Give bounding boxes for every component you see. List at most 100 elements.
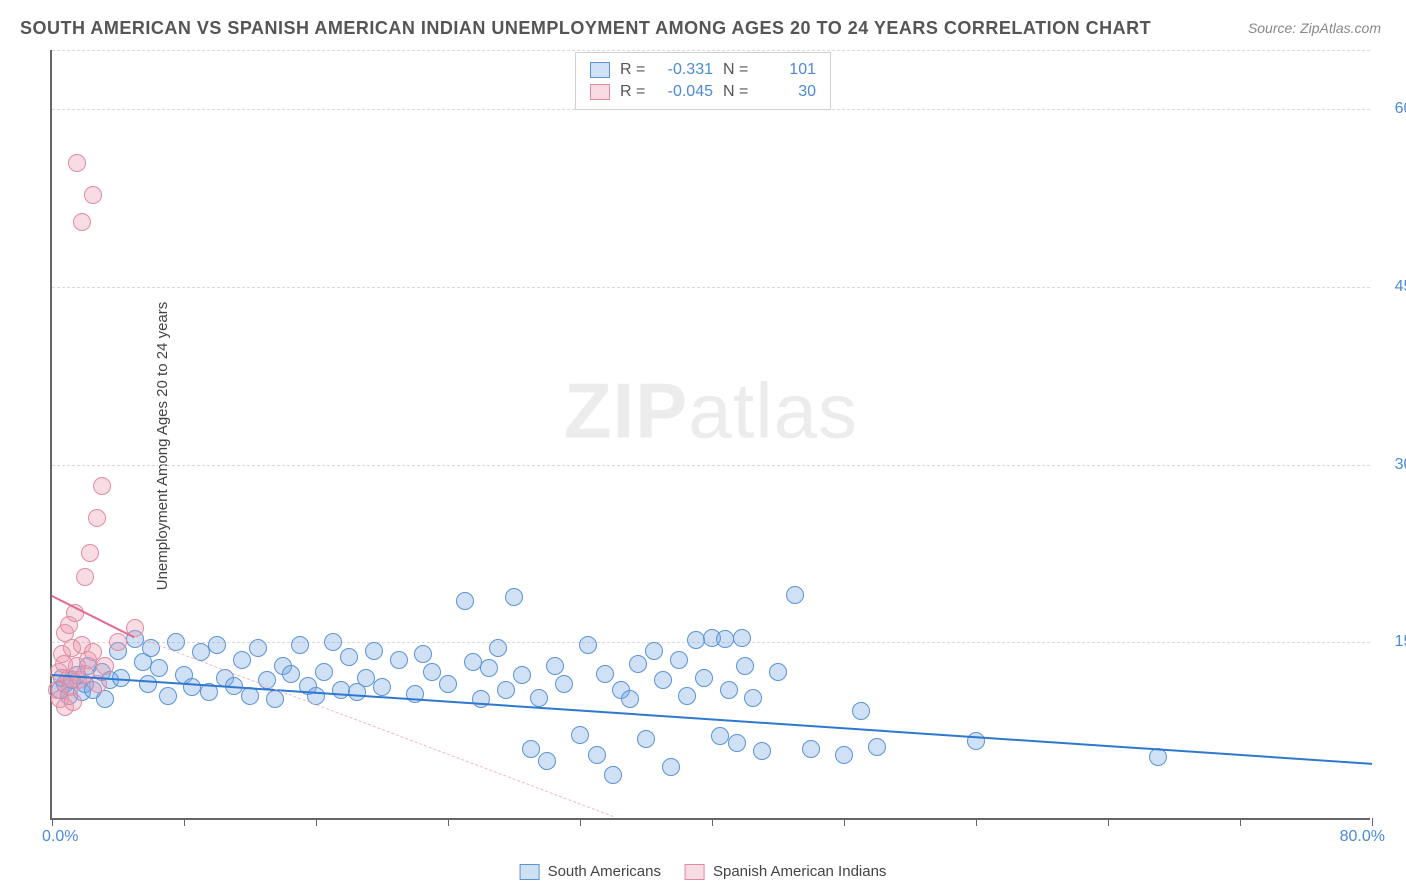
data-point-blue — [629, 655, 647, 673]
data-point-blue — [390, 651, 408, 669]
x-tick-mark — [580, 818, 581, 826]
data-point-blue — [716, 630, 734, 648]
data-point-blue — [868, 738, 886, 756]
gridline — [52, 465, 1370, 466]
data-point-blue — [530, 689, 548, 707]
data-point-blue — [365, 642, 383, 660]
correlation-legend: R = -0.331 N = 101 R = -0.045 N = 30 — [575, 52, 831, 110]
series-legend: South Americans Spanish American Indians — [520, 863, 887, 880]
x-tick-mark — [448, 818, 449, 826]
r-value-pink: -0.045 — [658, 81, 713, 103]
data-point-blue — [769, 663, 787, 681]
source-attribution: Source: ZipAtlas.com — [1248, 20, 1381, 36]
data-point-blue — [439, 675, 457, 693]
data-point-blue — [332, 681, 350, 699]
data-point-blue — [733, 629, 751, 647]
chart-title: SOUTH AMERICAN VS SPANISH AMERICAN INDIA… — [20, 18, 1151, 39]
data-point-blue — [588, 746, 606, 764]
x-tick-mark — [316, 818, 317, 826]
data-point-pink — [76, 568, 94, 586]
x-tick-mark — [52, 818, 53, 826]
n-label: N = — [723, 59, 751, 81]
x-axis-min-label: 0.0% — [42, 828, 78, 846]
gridline — [52, 50, 1370, 51]
x-tick-mark — [976, 818, 977, 826]
swatch-blue-icon — [520, 864, 540, 880]
data-point-blue — [662, 758, 680, 776]
data-point-pink — [93, 477, 111, 495]
data-point-blue — [720, 681, 738, 699]
data-point-blue — [357, 669, 375, 687]
data-point-blue — [139, 675, 157, 693]
data-point-blue — [150, 659, 168, 677]
data-point-blue — [480, 659, 498, 677]
data-point-blue — [728, 734, 746, 752]
data-point-blue — [571, 726, 589, 744]
data-point-blue — [604, 766, 622, 784]
data-point-blue — [373, 678, 391, 696]
trend-line — [52, 674, 1372, 765]
y-tick-label: 30.0% — [1380, 456, 1406, 474]
data-point-blue — [233, 651, 251, 669]
data-point-blue — [208, 636, 226, 654]
n-value-pink: 30 — [761, 81, 816, 103]
y-tick-label: 60.0% — [1380, 100, 1406, 118]
data-point-blue — [291, 636, 309, 654]
data-point-pink — [96, 657, 114, 675]
n-value-blue: 101 — [761, 59, 816, 81]
data-point-blue — [596, 665, 614, 683]
x-tick-mark — [184, 818, 185, 826]
x-tick-mark — [712, 818, 713, 826]
data-point-blue — [159, 687, 177, 705]
data-point-blue — [736, 657, 754, 675]
data-point-blue — [852, 702, 870, 720]
watermark-bold: ZIP — [564, 366, 688, 454]
legend-row-pink: R = -0.045 N = 30 — [590, 81, 816, 103]
data-point-blue — [183, 678, 201, 696]
data-point-blue — [249, 639, 267, 657]
data-point-pink — [73, 213, 91, 231]
data-point-blue — [654, 671, 672, 689]
data-point-blue — [835, 746, 853, 764]
data-point-blue — [266, 690, 284, 708]
trend-line — [134, 636, 613, 817]
data-point-blue — [744, 689, 762, 707]
x-tick-mark — [1372, 818, 1373, 826]
swatch-pink-icon — [685, 864, 705, 880]
data-point-blue — [678, 687, 696, 705]
data-point-pink — [84, 186, 102, 204]
data-point-blue — [546, 657, 564, 675]
data-point-pink — [109, 633, 127, 651]
data-point-pink — [68, 154, 86, 172]
data-point-blue — [282, 665, 300, 683]
data-point-blue — [711, 727, 729, 745]
data-point-blue — [489, 639, 507, 657]
data-point-blue — [472, 690, 490, 708]
data-point-blue — [967, 732, 985, 750]
data-point-pink — [81, 544, 99, 562]
r-label: R = — [620, 59, 648, 81]
data-point-blue — [414, 645, 432, 663]
y-tick-label: 45.0% — [1380, 278, 1406, 296]
x-tick-mark — [1240, 818, 1241, 826]
data-point-blue — [802, 740, 820, 758]
swatch-blue-icon — [590, 62, 610, 78]
watermark: ZIPatlas — [564, 365, 858, 456]
data-point-blue — [621, 690, 639, 708]
data-point-blue — [513, 666, 531, 684]
data-point-blue — [522, 740, 540, 758]
r-value-blue: -0.331 — [658, 59, 713, 81]
legend-item-pink: Spanish American Indians — [685, 863, 886, 880]
x-tick-mark — [844, 818, 845, 826]
data-point-blue — [464, 653, 482, 671]
data-point-blue — [637, 730, 655, 748]
watermark-light: atlas — [688, 366, 858, 454]
data-point-blue — [423, 663, 441, 681]
x-axis-max-label: 80.0% — [1340, 828, 1385, 846]
data-point-blue — [753, 742, 771, 760]
r-label: R = — [620, 81, 648, 103]
data-point-blue — [324, 633, 342, 651]
series-label-blue: South Americans — [548, 863, 661, 880]
data-point-blue — [786, 586, 804, 604]
legend-row-blue: R = -0.331 N = 101 — [590, 59, 816, 81]
